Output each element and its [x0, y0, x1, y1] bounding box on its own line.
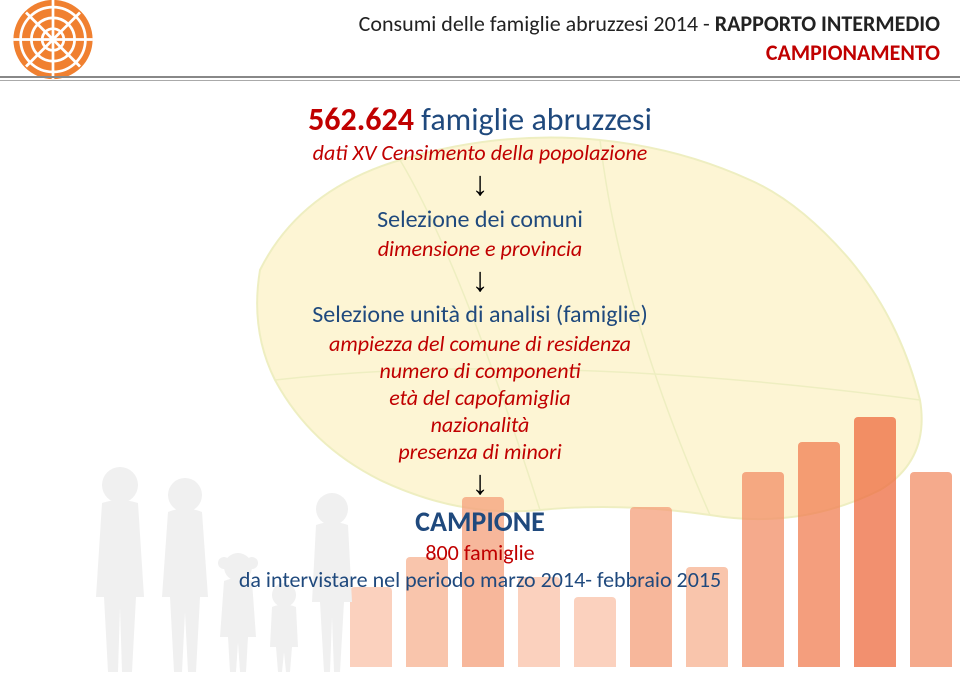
arrow-icon: ↓ [0, 170, 960, 201]
criteria-4: nazionalità [0, 411, 960, 438]
population-line: 562.624 famiglie abruzzesi [0, 100, 960, 139]
selection-comuni-title: Selezione dei comuni [0, 205, 960, 235]
header: Consumi delle famiglie abruzzesi 2014 - … [110, 10, 940, 66]
population-label: famiglie abruzzesi [414, 100, 652, 139]
campione-count: 800 famiglie [0, 539, 960, 566]
arrow-icon: ↓ [0, 266, 960, 297]
arrow-icon: ↓ [0, 469, 960, 500]
section-title: CAMPIONAMENTO [110, 39, 940, 66]
campione-title: CAMPIONE [0, 504, 960, 539]
content: 562.624 famiglie abruzzesi dati XV Censi… [0, 100, 960, 593]
selection-comuni-criteria: dimensione e provincia [0, 235, 960, 262]
population-number: 562.624 [308, 100, 414, 139]
cresa-logo-icon [8, 0, 98, 80]
header-rule-2 [0, 80, 960, 81]
title-bold: RAPPORTO INTERMEDIO [715, 10, 940, 37]
criteria-3: età del capofamiglia [0, 384, 960, 411]
criteria-2: numero di componenti [0, 357, 960, 384]
campione-period: da intervistare nel periodo marzo 2014- … [0, 566, 960, 593]
title-prefix: Consumi delle famiglie abruzzesi 2014 - [359, 10, 715, 37]
criteria-5: presenza di minori [0, 438, 960, 465]
header-rule-1 [0, 76, 960, 78]
bg-bar [574, 597, 616, 667]
selection-famiglie-title: Selezione unità di analisi (famiglie) [0, 300, 960, 330]
report-title: Consumi delle famiglie abruzzesi 2014 - … [110, 10, 940, 37]
census-source: dati XV Censimento della popolazione [0, 139, 960, 166]
criteria-1: ampiezza del comune di residenza [0, 330, 960, 357]
